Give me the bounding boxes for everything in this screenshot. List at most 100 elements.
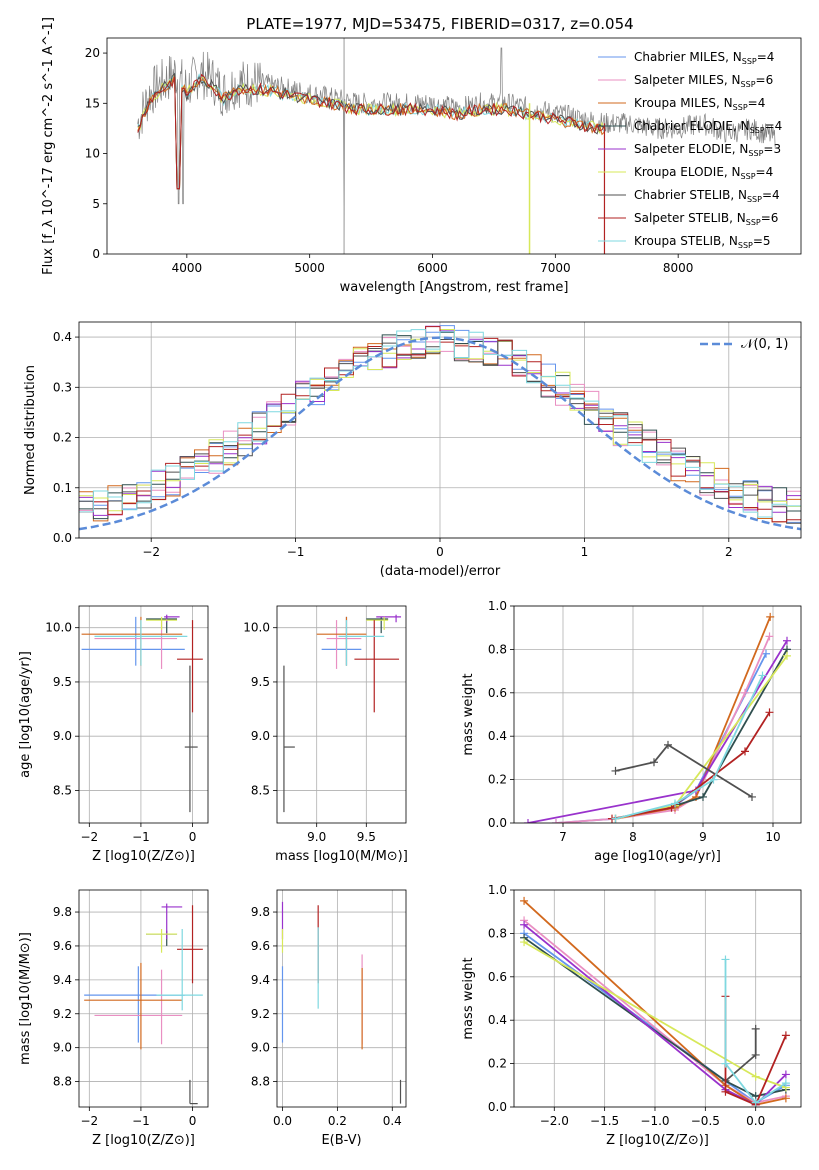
model-spectrum-chabrier_stelib: [137, 72, 605, 190]
y-tick-label: 8.5: [251, 783, 270, 797]
axes-frame: [78, 321, 802, 539]
y-tick-label: 9.6: [53, 939, 72, 953]
y-tick-label: 0.4: [488, 1013, 507, 1027]
legend-label: Kroupa STELIB, NSSP=5: [634, 234, 771, 250]
marker-salpeter_miles: [765, 632, 774, 641]
y-tick-label: 8.8: [53, 1075, 72, 1089]
axes-frame: [513, 605, 802, 824]
panel-6: −2 −1 0 8.8 9.0 9.2 9.4 9.6 9.8 Z [log10(Z/Z⊙)] ma…: [18, 889, 209, 1148]
legend-label: Salpeter ELODIE, NSSP=3: [634, 142, 781, 158]
marker-kroupa_stelib: [709, 775, 718, 784]
line-kroupa_stelib: [724, 959, 787, 1104]
model-spectrum-kroupa_miles: [137, 74, 605, 190]
y-tick-label: 0.6: [488, 970, 507, 984]
marker-kroupa_miles: [766, 612, 775, 621]
panel-3: −2 −1 0 8.5 9.0 9.5 10.0 Z [log10(Z/Z⊙)] age [lo…: [18, 605, 209, 864]
marker-salpeter_elodie: [520, 920, 529, 929]
x-tick-label: 0.0: [746, 1114, 765, 1128]
marker-kroupa_miles: [781, 1094, 790, 1103]
x-tick-label: 9.0: [307, 830, 326, 844]
line-kroupa_miles: [523, 900, 787, 1106]
y-axis-label: Normed distribution: [23, 365, 38, 495]
y-tick-label: 0.1: [53, 481, 72, 495]
y-tick-label: 0.8: [488, 926, 507, 940]
spectrum-legend: Chabrier MILES, NSSP=4 Salpeter MILES, NS…: [598, 50, 782, 250]
x-tick-label: 7: [559, 830, 567, 844]
y-axis-label: mass weight: [461, 673, 476, 755]
panel-5: 7 8 9 10 0.0 0.2 0.4 0.6 0.8 1.0 age [log10(age/yr…: [461, 599, 802, 864]
y-tick-label: 10.0: [243, 621, 270, 635]
y-tick-label: 9.6: [251, 939, 270, 953]
x-axis-label: Z [log10(Z/Z⊙)]: [606, 1133, 709, 1148]
x-tick-label: 4000: [172, 261, 203, 275]
y-tick-label: 5: [92, 197, 100, 211]
y-tick-label: 9.2: [53, 1007, 72, 1021]
legend-label: Chabrier STELIB, NSSP=4: [634, 188, 780, 204]
y-tick-label: 0.3: [53, 380, 72, 394]
legend-label: Kroupa MILES, NSSP=4: [634, 96, 765, 112]
y-tick-label: 0: [92, 247, 100, 261]
marker-kroupa_stelib: [758, 671, 767, 680]
x-tick-label: 0: [189, 830, 197, 844]
hist-kroupa_stelib: [79, 329, 801, 518]
x-tick-label: −2.0: [540, 1114, 569, 1128]
marker-chabrier_elodie: [699, 792, 707, 801]
normal-curve: [79, 336, 801, 531]
y-tick-label: 0.2: [53, 431, 72, 445]
x-tick-label: 0.0: [273, 1114, 292, 1128]
legend-label: 𝒩(0, 1): [741, 337, 788, 352]
x-axis-label: Z [log10(Z/Z⊙)]: [92, 849, 195, 864]
y-tick-label: 9.0: [251, 729, 270, 743]
marker-salpeter_miles: [741, 688, 749, 697]
y-tick-label: 8.8: [251, 1075, 270, 1089]
observed-spectrum: [137, 47, 777, 253]
marker-salpeter_elodie: [524, 819, 532, 823]
y-tick-label: 9.0: [53, 729, 72, 743]
plot-area: [281, 901, 402, 1104]
panel-1: 4000 5000 6000 7000 8000 0 5 10 15 20 wavelength […: [41, 17, 802, 295]
marker-kroupa_miles: [520, 896, 529, 905]
x-axis-label: Z [log10(Z/Z⊙)]: [92, 1133, 195, 1148]
marker-kroupa_stelib: [671, 799, 679, 808]
plot-area: [283, 614, 402, 813]
marker-kroupa_stelib: [781, 1079, 790, 1088]
y-tick-label: 9.2: [251, 1007, 270, 1021]
y-tick-label: 0.4: [53, 330, 72, 344]
x-tick-label: −2: [142, 545, 160, 559]
x-tick-label: 8000: [663, 261, 694, 275]
model-spectrum-kroupa_elodie: [137, 76, 605, 190]
x-axis-label: wavelength [Angstrom, rest frame]: [340, 280, 569, 295]
y-tick-label: 20: [85, 46, 100, 60]
x-tick-label: 6000: [417, 261, 448, 275]
line-kroupa_elodie: [615, 655, 788, 820]
plot-area: [520, 896, 790, 1107]
plot-area: [84, 903, 203, 1105]
panel-8: −2.0 −1.5 −1.0 −0.5 0.0 0.0 0.2 0.4 0.6 0.8 1.0 Z […: [461, 883, 802, 1148]
x-tick-label: −1: [132, 830, 150, 844]
y-tick-label: 0.2: [488, 773, 507, 787]
x-tick-label: 8: [629, 830, 637, 844]
panel-2: −2 −1 0 1 2 0.0 0.1 0.2 0.3 0.4 (data-model)/error…: [23, 321, 802, 579]
y-tick-label: 9.8: [251, 905, 270, 919]
axes-frame: [78, 605, 209, 824]
marker-salpeter_elodie: [783, 636, 791, 645]
hist-legend: 𝒩(0, 1): [700, 337, 788, 352]
x-tick-label: 5000: [294, 261, 325, 275]
y-tick-label: 1.0: [488, 599, 507, 613]
line-kroupa_stelib: [615, 675, 764, 820]
model-spectrum-kroupa_stelib: [137, 72, 605, 190]
marker-chabrier_miles: [762, 649, 770, 658]
y-tick-label: 0.6: [488, 686, 507, 700]
marker-salpeter_stelib: [765, 708, 774, 717]
marker-kroupa_elodie: [520, 938, 529, 947]
x-tick-label: 2: [725, 545, 733, 559]
marker-kroupa_stelib: [751, 1098, 760, 1107]
marker-salpeter_stelib: [741, 747, 749, 756]
y-axis-label: mass weight: [461, 957, 476, 1039]
marker-chabrier_stelib: [751, 1050, 760, 1059]
marker-salpeter_elodie: [781, 1070, 790, 1079]
x-tick-label: 0: [436, 545, 444, 559]
x-tick-label: 0: [189, 1114, 197, 1128]
panel-7: 0.0 0.2 0.4 8.8 9.0 9.2 9.4 9.6 9.8 E(B-V): [251, 889, 407, 1148]
y-tick-label: 9.5: [53, 675, 72, 689]
